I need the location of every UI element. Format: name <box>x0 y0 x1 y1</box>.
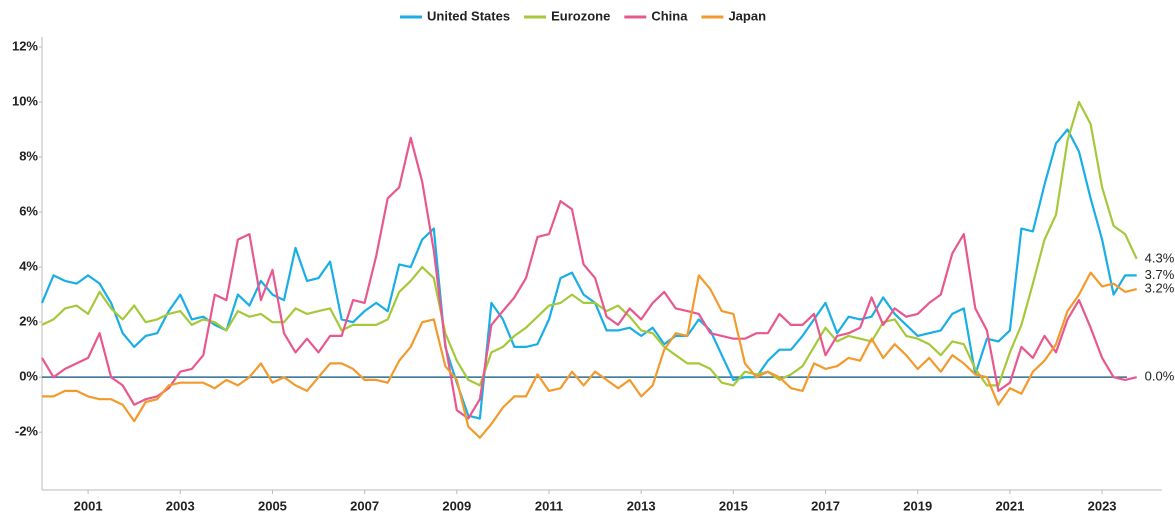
end-label: 4.3% <box>1145 250 1175 265</box>
x-tick-label: 2019 <box>903 498 932 513</box>
legend-label: United States <box>427 8 510 23</box>
x-tick-label: 2003 <box>166 498 195 513</box>
end-label: 0.0% <box>1145 369 1175 384</box>
x-tick-label: 2017 <box>811 498 840 513</box>
x-tick-label: 2023 <box>1088 498 1117 513</box>
end-label: 3.7% <box>1145 267 1175 282</box>
series-line <box>42 271 1137 439</box>
series-line <box>41 100 1138 387</box>
y-tick-label: 0% <box>19 369 38 384</box>
y-tick-label: -2% <box>15 424 39 439</box>
x-tick-label: 2013 <box>627 498 656 513</box>
x-tick-label: 2009 <box>442 498 471 513</box>
y-tick-label: 2% <box>19 314 38 329</box>
x-tick-label: 2007 <box>350 498 379 513</box>
x-tick-label: 2001 <box>74 498 103 513</box>
legend-label: China <box>651 8 688 23</box>
legend-label: Eurozone <box>551 8 610 23</box>
y-tick-label: 10% <box>12 93 38 108</box>
x-tick-label: 2015 <box>719 498 748 513</box>
series-line <box>41 136 1137 420</box>
end-label: 3.2% <box>1145 281 1175 296</box>
x-tick-label: 2005 <box>258 498 287 513</box>
y-tick-label: 8% <box>19 148 38 163</box>
y-tick-label: 4% <box>19 259 38 274</box>
y-tick-label: 12% <box>12 38 38 53</box>
legend-label: Japan <box>728 8 766 23</box>
y-tick-label: 6% <box>19 204 38 219</box>
x-tick-label: 2021 <box>995 498 1024 513</box>
x-tick-label: 2011 <box>535 498 563 513</box>
series-line <box>40 128 1137 420</box>
